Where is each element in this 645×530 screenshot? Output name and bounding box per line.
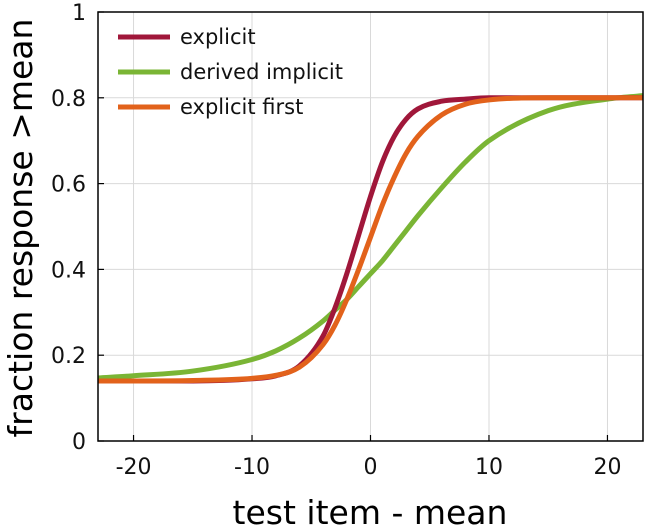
y-tick-label: 0.6 <box>51 173 86 198</box>
legend-label-derived-implicit: derived implicit <box>180 60 343 84</box>
x-tick-label: 10 <box>475 455 503 480</box>
x-tick-label: 20 <box>593 455 621 480</box>
axis-ticks: -20 -10 0 10 20 0 0.2 0.4 0.6 0.8 1 <box>51 1 621 480</box>
y-tick-label: 0.4 <box>51 258 86 283</box>
y-axis-title: fraction response >mean <box>1 19 40 438</box>
y-tick-label: 0.8 <box>51 87 86 112</box>
x-tick-label: -10 <box>234 455 270 480</box>
series-line-explicit-first <box>97 95 643 384</box>
x-tick-label: 0 <box>364 455 378 480</box>
legend: explicit derived implicit explicit first <box>118 25 343 119</box>
x-tick-label: -20 <box>116 455 152 480</box>
series-line-derived-implicit <box>97 93 644 381</box>
legend-label-explicit: explicit <box>180 25 256 49</box>
legend-label-explicit-first: explicit first <box>180 95 303 119</box>
y-tick-label: 0 <box>72 430 86 455</box>
y-tick-label: 0.2 <box>51 344 86 369</box>
series-lines <box>97 93 644 384</box>
y-tick-label: 1 <box>72 1 86 26</box>
x-axis-title: test item - mean <box>233 493 508 530</box>
